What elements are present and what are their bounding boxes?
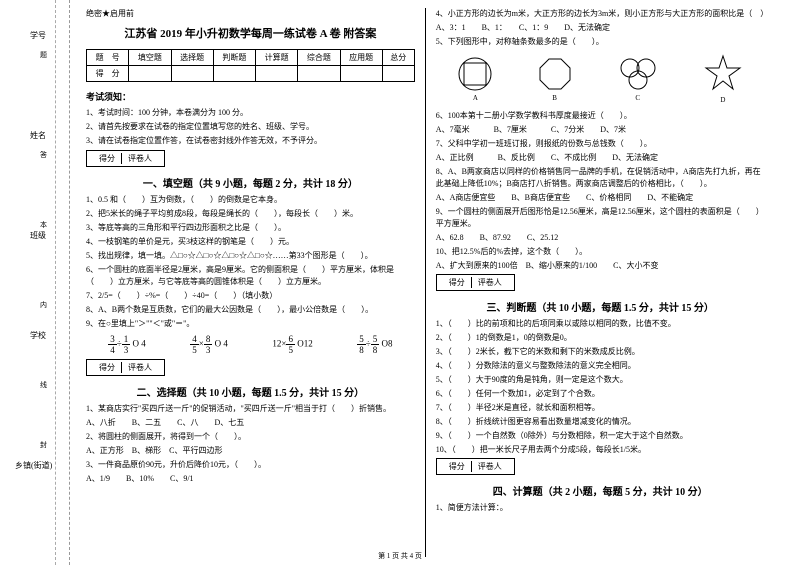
notice-3: 3、请在试卷指定位置作答，在试卷密封线外作答无效，不予评分。	[86, 135, 415, 146]
th-fill: 填空题	[129, 50, 171, 66]
s3q2: 2、（ ）1的倒数是1，0的倒数是0。	[436, 332, 765, 344]
sidebar-label-id: 学号	[30, 30, 46, 41]
s3q10: 10、（ ）把一米长尺子用去两个分成5段，每段长1/5米。	[436, 444, 765, 456]
sidebar-label-name: 姓名	[30, 130, 46, 141]
secret-tag: 绝密★启用前	[86, 8, 415, 19]
s1q1: 1、0.5 和（ ）互为倒数，（ ）的倒数是它本身。	[86, 194, 415, 206]
th-calc: 计算题	[256, 50, 298, 66]
s1q8: 8、A、B两个数是互质数，它们的最大公因数是（ ），最小公倍数是（ ）。	[86, 304, 415, 316]
s1q3: 3、等底等高的三角形和平行四边形面积之比是（ ）。	[86, 222, 415, 234]
shape-c: C	[616, 56, 660, 102]
cutmark: 题	[40, 50, 47, 60]
s3q4: 4、（ ）分数除法的意义与整数除法的意义完全相同。	[436, 360, 765, 372]
s3q5: 5、（ ）大于90度的角是钝角，则一定是这个数大。	[436, 374, 765, 386]
s3q6: 6、（ ）任何一个数加1，必定到了个合数。	[436, 388, 765, 400]
s3q7: 7、（ ）半径2米是直径，就长和面积相等。	[436, 402, 765, 414]
formula-4: 58÷58 O8	[357, 334, 392, 355]
page-footer: 第 1 页 共 4 页	[378, 551, 422, 561]
c2q5: 5、下列图形中，对称轴条数最多的是（ ）。	[436, 36, 765, 48]
sidebar-label-class: 班级	[30, 230, 46, 241]
grade-box-4: 得分评卷人	[436, 458, 515, 475]
shape-a: A	[457, 56, 493, 102]
c2q8: 8、A、B两家商店以同样的价格销售同一品牌的手机，在促销活动中，A商店先打九折，…	[436, 166, 765, 190]
sec4-title: 四、计算题（共 2 小题，每题 5 分，共计 10 分）	[436, 483, 765, 498]
th-total: 总分	[382, 50, 414, 66]
grade-score: 得分	[93, 153, 122, 164]
c2q6o: A、7毫米 B、7厘米 C、7分米 D、7米	[436, 124, 765, 136]
notice-title: 考试须知：	[86, 90, 415, 103]
sec2-title: 二、选择题（共 10 小题，每题 1.5 分，共计 15 分）	[86, 384, 415, 399]
c2q8o: A、A商店便宜些 B、B商店便宜些 C、价格相同 D、不能确定	[436, 192, 765, 204]
notice-1: 1、考试时间：100 分钟，本卷满分为 100 分。	[86, 107, 415, 118]
column-divider	[425, 8, 426, 557]
s1q4: 4、一枝钢笔的单价是元，买3枝这样的钢笔是（ ）元。	[86, 236, 415, 248]
c2q9o: A、62.8 B、87.92 C、25.12	[436, 232, 765, 244]
s1q7: 7、2/5=（ ）÷%=（ ）÷40=（ ）（填小数）	[86, 290, 415, 302]
grade-marker: 评卷人	[122, 153, 158, 164]
c2q7: 7、父科中学初一班班订报，则报纸的份数与总钱数（ ）。	[436, 138, 765, 150]
binding-sidebar: 学号 姓名 班级 学校 乡镇(街道) 题 答 本 内 线 封	[0, 0, 70, 565]
shape-b: B	[537, 56, 573, 102]
c2q9: 9、一个圆柱的侧面展开后图形恰是12.56厘米，高是12.56厘米，这个圆柱的表…	[436, 206, 765, 230]
th-judge: 判断题	[213, 50, 255, 66]
content-area: 绝密★启用前 江苏省 2019 年小升初数学每周一练试卷 A 卷 附答案 题 号…	[70, 0, 800, 565]
c2q6: 6、100本第十二册小学数学教科书厚度最接近（ ）。	[436, 110, 765, 122]
grade-box-3: 得分评卷人	[436, 274, 515, 291]
s1q9: 9、在○里填上"＞""＜"或"＝"。	[86, 318, 415, 330]
square-in-circle-icon	[457, 56, 493, 92]
cutmark: 线	[40, 380, 47, 390]
left-column: 绝密★启用前 江苏省 2019 年小升初数学每周一练试卷 A 卷 附答案 题 号…	[80, 8, 421, 557]
c2q4: 4、小正方形的边长为m米，大正方形的边长为3m米，则小正方形与大正方形的面积比是…	[436, 8, 765, 20]
formula-3: 12×65 O12	[272, 334, 312, 355]
star-icon	[703, 54, 743, 94]
sec3-title: 三、判断题（共 10 小题，每题 1.5 分，共计 15 分）	[436, 299, 765, 314]
score-table: 题 号 填空题 选择题 判断题 计算题 综合题 应用题 总分 得 分	[86, 49, 415, 82]
s3q3: 3、（ ）2米长，截下它的米数和剩下的米数成反比例。	[436, 346, 765, 358]
circles-icon	[616, 56, 660, 92]
shapes-row: A B C D	[436, 54, 765, 104]
s2q3o: A、1/9 B、10% C、9/1	[86, 473, 415, 485]
c2q10o: A、扩大到原来的100倍 B、缩小原来的1/100 C、大小不变	[436, 260, 765, 272]
sec1-title: 一、填空题（共 9 小题，每题 2 分，共计 18 分）	[86, 175, 415, 190]
th-comp: 综合题	[298, 50, 340, 66]
s2q2o: A、正方形 B、梯形 C、平行四边形	[86, 445, 415, 457]
th-app: 应用题	[340, 50, 382, 66]
right-column: 4、小正方形的边长为m米，大正方形的边长为3m米，则小正方形与大正方形的面积比是…	[430, 8, 771, 557]
cutmark: 本	[40, 220, 47, 230]
cutmark: 内	[40, 300, 47, 310]
s4q1: 1、简便方法计算：。	[436, 502, 765, 514]
th-num: 题 号	[87, 50, 129, 66]
s3q1: 1、（ ）比的前项和比的后项同乘以或除以相同的数，比值不变。	[436, 318, 765, 330]
th-choice: 选择题	[171, 50, 213, 66]
cutmark: 答	[40, 150, 47, 160]
sidebar-label-school: 学校	[30, 330, 46, 341]
td-score: 得 分	[87, 66, 129, 82]
c2q4o: A、3：1 B、1： C、1：9 D、无法确定	[436, 22, 765, 34]
s2q3: 3、一件商品原价90元，升价后降价10元，（ ）。	[86, 459, 415, 471]
octagon-icon	[537, 56, 573, 92]
s2q2: 2、将圆柱的侧面展开，将得到一个（ ）。	[86, 431, 415, 443]
s3q8: 8、（ ）折线统计图更容易看出数量增减变化的情况。	[436, 416, 765, 428]
grade-box: 得分评卷人	[86, 150, 165, 167]
c2q10: 10、把12.5%后的%去掉，这个数（ ）。	[436, 246, 765, 258]
sidebar-label-town: 乡镇(街道)	[15, 460, 52, 471]
exam-title: 江苏省 2019 年小升初数学每周一练试卷 A 卷 附答案	[86, 25, 415, 41]
s2q1: 1、某商店实行"买四斤送一斤"的促销活动，"买四斤送一斤"相当于打（ ）折销售。	[86, 403, 415, 415]
s1q2: 2、把5米长的绳子平均剪成8段，每段是绳长的（ ），每段长（ ）米。	[86, 208, 415, 220]
formula-row: 34÷13 O 4 45×83 O 4 12×65 O12 58÷58 O8	[86, 334, 415, 355]
shape-d: D	[703, 54, 743, 104]
c2q7o: A、正比例 B、反比例 C、不成比例 D、无法确定	[436, 152, 765, 164]
notice-2: 2、请首先按要求在试卷的指定位置填写您的姓名、班级、学号。	[86, 121, 415, 132]
formula-1: 34÷13 O 4	[108, 334, 145, 355]
s1q6: 6、一个圆柱的底面半径是2厘米，高是9厘米。它的侧面积是（ ）平方厘米，体积是（…	[86, 264, 415, 288]
formula-2: 45×83 O 4	[190, 334, 228, 355]
s1q5: 5、找出规律，填一填。△□○☆△□○☆△□○☆△□○☆……第33个图形是（ ）。	[86, 250, 415, 262]
grade-box-2: 得分评卷人	[86, 359, 165, 376]
dashed-line	[55, 0, 56, 565]
cutmark: 封	[40, 440, 47, 450]
s3q9: 9、（ ）一个自然数（0除外）与分数相除，积一定大于这个自然数。	[436, 430, 765, 442]
s2q1o: A、八折 B、二五 C、八 D、七五	[86, 417, 415, 429]
